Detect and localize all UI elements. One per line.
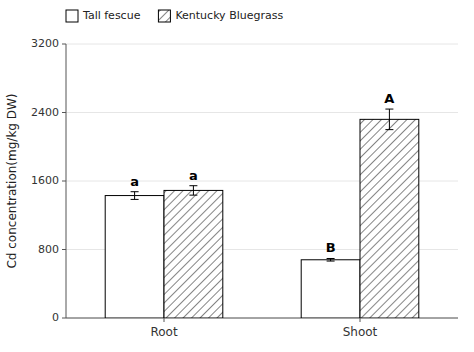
chart-svg: 0 800 1600 2400 3200 Cd concentration(mg/kg D… (0, 0, 474, 352)
y-tick-label: 800 (38, 243, 59, 256)
legend-label: Tall fescue (82, 9, 141, 22)
bar (105, 196, 164, 318)
chart-container: 0 800 1600 2400 3200 Cd concentration(mg/kg D… (0, 0, 474, 352)
bar-letter: B (326, 240, 336, 255)
x-axis: Root Shoot (66, 318, 458, 339)
y-tick (62, 318, 66, 319)
y-tick (62, 249, 66, 250)
error-bar (131, 192, 139, 200)
bar (164, 190, 223, 318)
y-tick-label: 1600 (31, 174, 59, 187)
x-tick (164, 318, 165, 322)
bar-letter: a (130, 174, 139, 189)
bars (105, 109, 419, 318)
y-tick-label: 3200 (31, 37, 59, 50)
legend-item: Tall fescue (66, 9, 141, 22)
bar-letter: a (189, 168, 198, 183)
x-tick-label: Shoot (343, 325, 378, 339)
grid-line (66, 112, 458, 113)
error-bar (327, 258, 335, 261)
y-axis: 0 800 1600 2400 3200 (31, 37, 458, 324)
y-tick (62, 44, 66, 45)
error-bar (189, 186, 197, 195)
y-axis-label: Cd concentration(mg/kg DW) (5, 93, 19, 268)
y-tick (62, 112, 66, 113)
bar-letter: A (384, 91, 394, 106)
legend: Tall fescue Kentucky Bluegrass (66, 9, 283, 22)
x-tick (360, 318, 361, 322)
y-tick-label: 2400 (31, 106, 59, 119)
legend-label: Kentucky Bluegrass (175, 9, 283, 22)
plot-area: 0 800 1600 2400 3200 Cd concentration(mg/kg D… (5, 37, 458, 339)
legend-swatch (66, 10, 78, 22)
error-bar (385, 109, 393, 130)
grid-line (66, 44, 458, 45)
bar (360, 119, 419, 318)
bar-letters: a Ba A (130, 91, 394, 255)
y-axis-line (66, 44, 67, 318)
legend-item: Kentucky Bluegrass (158, 9, 283, 22)
x-tick-label: Root (150, 325, 177, 339)
bar (301, 260, 360, 318)
y-tick (62, 181, 66, 182)
legend-swatch (158, 10, 170, 22)
y-tick-label: 0 (52, 311, 59, 324)
